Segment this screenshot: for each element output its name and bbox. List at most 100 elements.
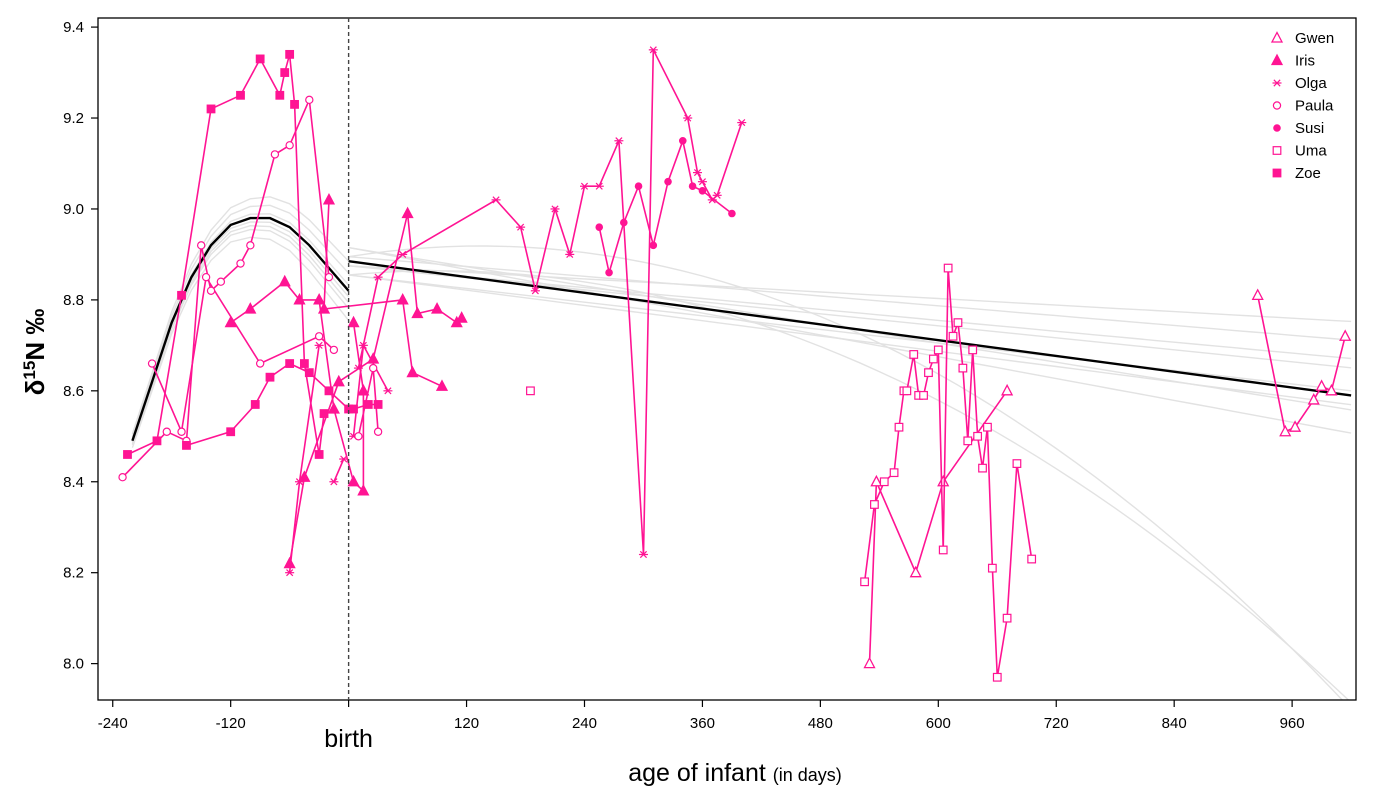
- data-point: [206, 286, 216, 295]
- x-tick-label: 480: [808, 715, 833, 732]
- series-zoe: [123, 49, 383, 459]
- data-point: [909, 350, 919, 359]
- x-axis-label: age of infant (in days): [628, 759, 842, 787]
- fitted-curves: [131, 216, 1352, 442]
- data-point: [526, 386, 535, 396]
- legend-item-uma: Uma: [1272, 143, 1327, 160]
- data-point: [305, 95, 314, 105]
- data-point: [953, 318, 963, 328]
- series-line: [598, 137, 733, 273]
- data-point: [924, 368, 933, 378]
- fit-prenatal: [131, 216, 350, 442]
- data-point: [236, 259, 245, 268]
- data-point: [162, 427, 171, 436]
- data-point: [948, 331, 958, 341]
- bootstrap-curve: [348, 265, 1352, 323]
- data-point: [1325, 383, 1338, 396]
- data-point: [177, 427, 186, 436]
- data-point: [1270, 53, 1284, 66]
- data-point: [968, 345, 978, 355]
- data-point: [368, 363, 378, 373]
- data-point: [290, 99, 299, 109]
- x-tick-label: 600: [926, 715, 951, 732]
- y-tick-label: 8.8: [63, 292, 84, 309]
- x-tick-label: 360: [690, 715, 715, 732]
- data-point: [406, 365, 419, 378]
- data-point: [216, 277, 226, 286]
- data-point: [870, 500, 879, 509]
- legend-item-iris: Iris: [1270, 53, 1315, 70]
- data-point: [1002, 613, 1012, 623]
- data-point: [250, 400, 260, 409]
- series-line: [323, 199, 443, 388]
- data-point: [332, 374, 345, 387]
- data-point: [648, 46, 658, 54]
- data-point: [963, 436, 973, 446]
- data-point: [1273, 124, 1281, 132]
- data-point: [265, 372, 275, 382]
- data-point: [860, 577, 869, 587]
- y-axis-label: δ15N ‰: [20, 309, 51, 396]
- series-iris: [224, 192, 468, 569]
- data-point: [430, 302, 444, 314]
- plot-frame: [97, 17, 1357, 701]
- series-line: [122, 96, 330, 478]
- data-point: [285, 569, 295, 577]
- data-point: [435, 379, 449, 391]
- legend-item-paula: Paula: [1272, 98, 1334, 115]
- data-point: [304, 368, 314, 378]
- fit-postnatal: [348, 260, 1352, 397]
- legend-label: Iris: [1295, 53, 1315, 70]
- data-point: [614, 137, 624, 145]
- legend-label: Paula: [1295, 98, 1334, 115]
- data-point: [594, 182, 604, 190]
- data-point: [236, 90, 245, 100]
- legend-label: Olga: [1295, 75, 1327, 92]
- bootstrap-curve: [348, 274, 1352, 406]
- data-point: [182, 440, 191, 450]
- data-point: [294, 478, 304, 486]
- series-uma: [526, 263, 1037, 682]
- data-point: [1288, 420, 1302, 432]
- data-point: [244, 302, 257, 314]
- legend-label: Gwen: [1295, 30, 1334, 47]
- y-tick-label: 9.0: [63, 201, 84, 218]
- data-point: [396, 292, 409, 305]
- data-point: [697, 178, 707, 186]
- data-point: [1272, 79, 1282, 87]
- data-point: [270, 150, 280, 159]
- data-point: [324, 386, 334, 396]
- data-point: [177, 290, 186, 300]
- x-tick-label: 120: [454, 715, 479, 732]
- data-point: [889, 468, 899, 478]
- data-point: [712, 191, 722, 199]
- data-point: [1001, 383, 1014, 396]
- data-point: [383, 387, 393, 395]
- x-tick-label: 240: [572, 715, 597, 732]
- data-point: [317, 302, 331, 314]
- data-point: [863, 656, 876, 669]
- legend-item-susi: Susi: [1273, 120, 1324, 137]
- data-point: [152, 436, 162, 446]
- legend-label: Uma: [1295, 143, 1327, 160]
- data-point: [327, 402, 340, 414]
- data-point: [354, 432, 363, 441]
- data-point: [275, 90, 285, 100]
- data-point: [1027, 554, 1037, 564]
- data-point: [992, 672, 1002, 682]
- data-point: [373, 400, 383, 409]
- data-point: [206, 104, 216, 114]
- data-point: [347, 315, 360, 328]
- bootstrap-curve: [131, 196, 350, 435]
- data-point: [516, 223, 526, 231]
- series-gwen: [863, 288, 1352, 669]
- data-point: [226, 427, 236, 437]
- series-line: [230, 280, 365, 493]
- y-tick-label: 8.2: [63, 565, 84, 582]
- data-point: [1012, 459, 1022, 468]
- data-point: [246, 241, 255, 250]
- data-point: [1272, 101, 1282, 110]
- data-point: [987, 563, 997, 573]
- x-tick-label: -120: [216, 715, 246, 732]
- data-point: [737, 118, 747, 127]
